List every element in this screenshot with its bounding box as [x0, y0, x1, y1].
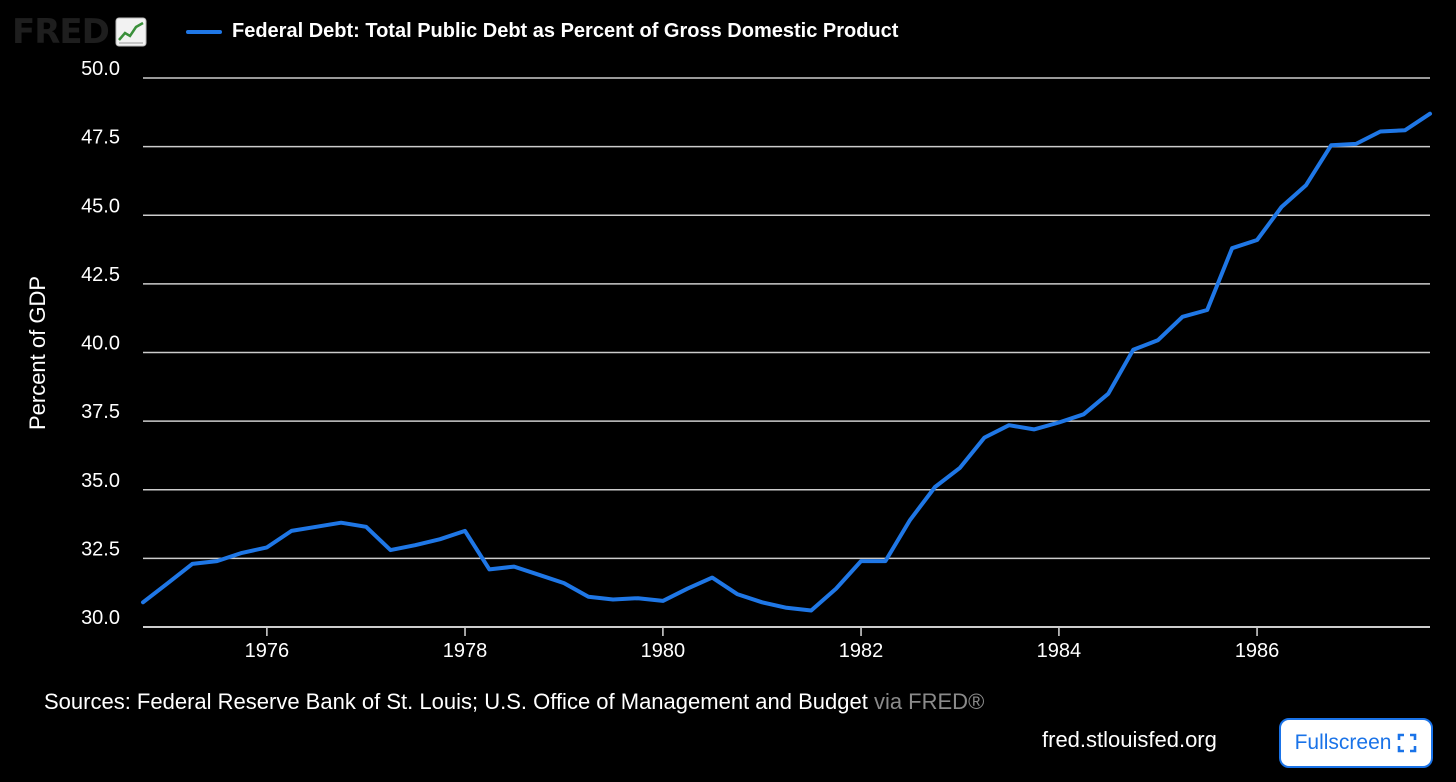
series-line — [141, 111, 1432, 613]
chart-line-icon — [115, 17, 147, 47]
fullscreen-label: Fullscreen — [1294, 731, 1392, 754]
x-tick-label: 1976 — [245, 640, 290, 662]
y-tick-label: 47.5 — [81, 127, 120, 149]
expand-icon — [1398, 733, 1417, 753]
source-text: Sources: Federal Reserve Bank of St. Lou… — [44, 689, 868, 714]
x-tick-label: 1980 — [641, 640, 686, 662]
y-tick-label: 30.0 — [81, 607, 120, 629]
y-tick-label: 35.0 — [81, 470, 120, 492]
y-tick-label: 50.0 — [81, 58, 120, 80]
fred-logo-text: FRED — [12, 12, 110, 52]
x-tick-label: 1982 — [839, 640, 884, 662]
x-tick-label: 1984 — [1037, 640, 1082, 662]
y-tick-label: 37.5 — [81, 401, 120, 423]
via-fred-link[interactable]: via FRED® — [867, 689, 985, 714]
legend-label: Federal Debt: Total Public Debt as Perce… — [232, 20, 899, 42]
y-tick-label: 45.0 — [81, 195, 120, 217]
source-note: Sources: Federal Reserve Bank of St. Lou… — [44, 689, 984, 715]
legend-swatch — [186, 29, 222, 34]
site-url[interactable]: fred.stlouisfed.org — [1042, 727, 1217, 752]
fred-logo[interactable]: FRED — [12, 12, 147, 52]
y-tick-label: 40.0 — [81, 333, 120, 355]
x-tick-label: 1986 — [1235, 640, 1280, 662]
y-tick-label: 32.5 — [81, 538, 120, 560]
y-tick-label: 42.5 — [81, 264, 120, 286]
x-tick-label: 1978 — [443, 640, 488, 662]
fullscreen-button[interactable]: Fullscreen — [1279, 718, 1433, 768]
chart-legend: Federal Debt: Total Public Debt as Perce… — [186, 20, 898, 43]
